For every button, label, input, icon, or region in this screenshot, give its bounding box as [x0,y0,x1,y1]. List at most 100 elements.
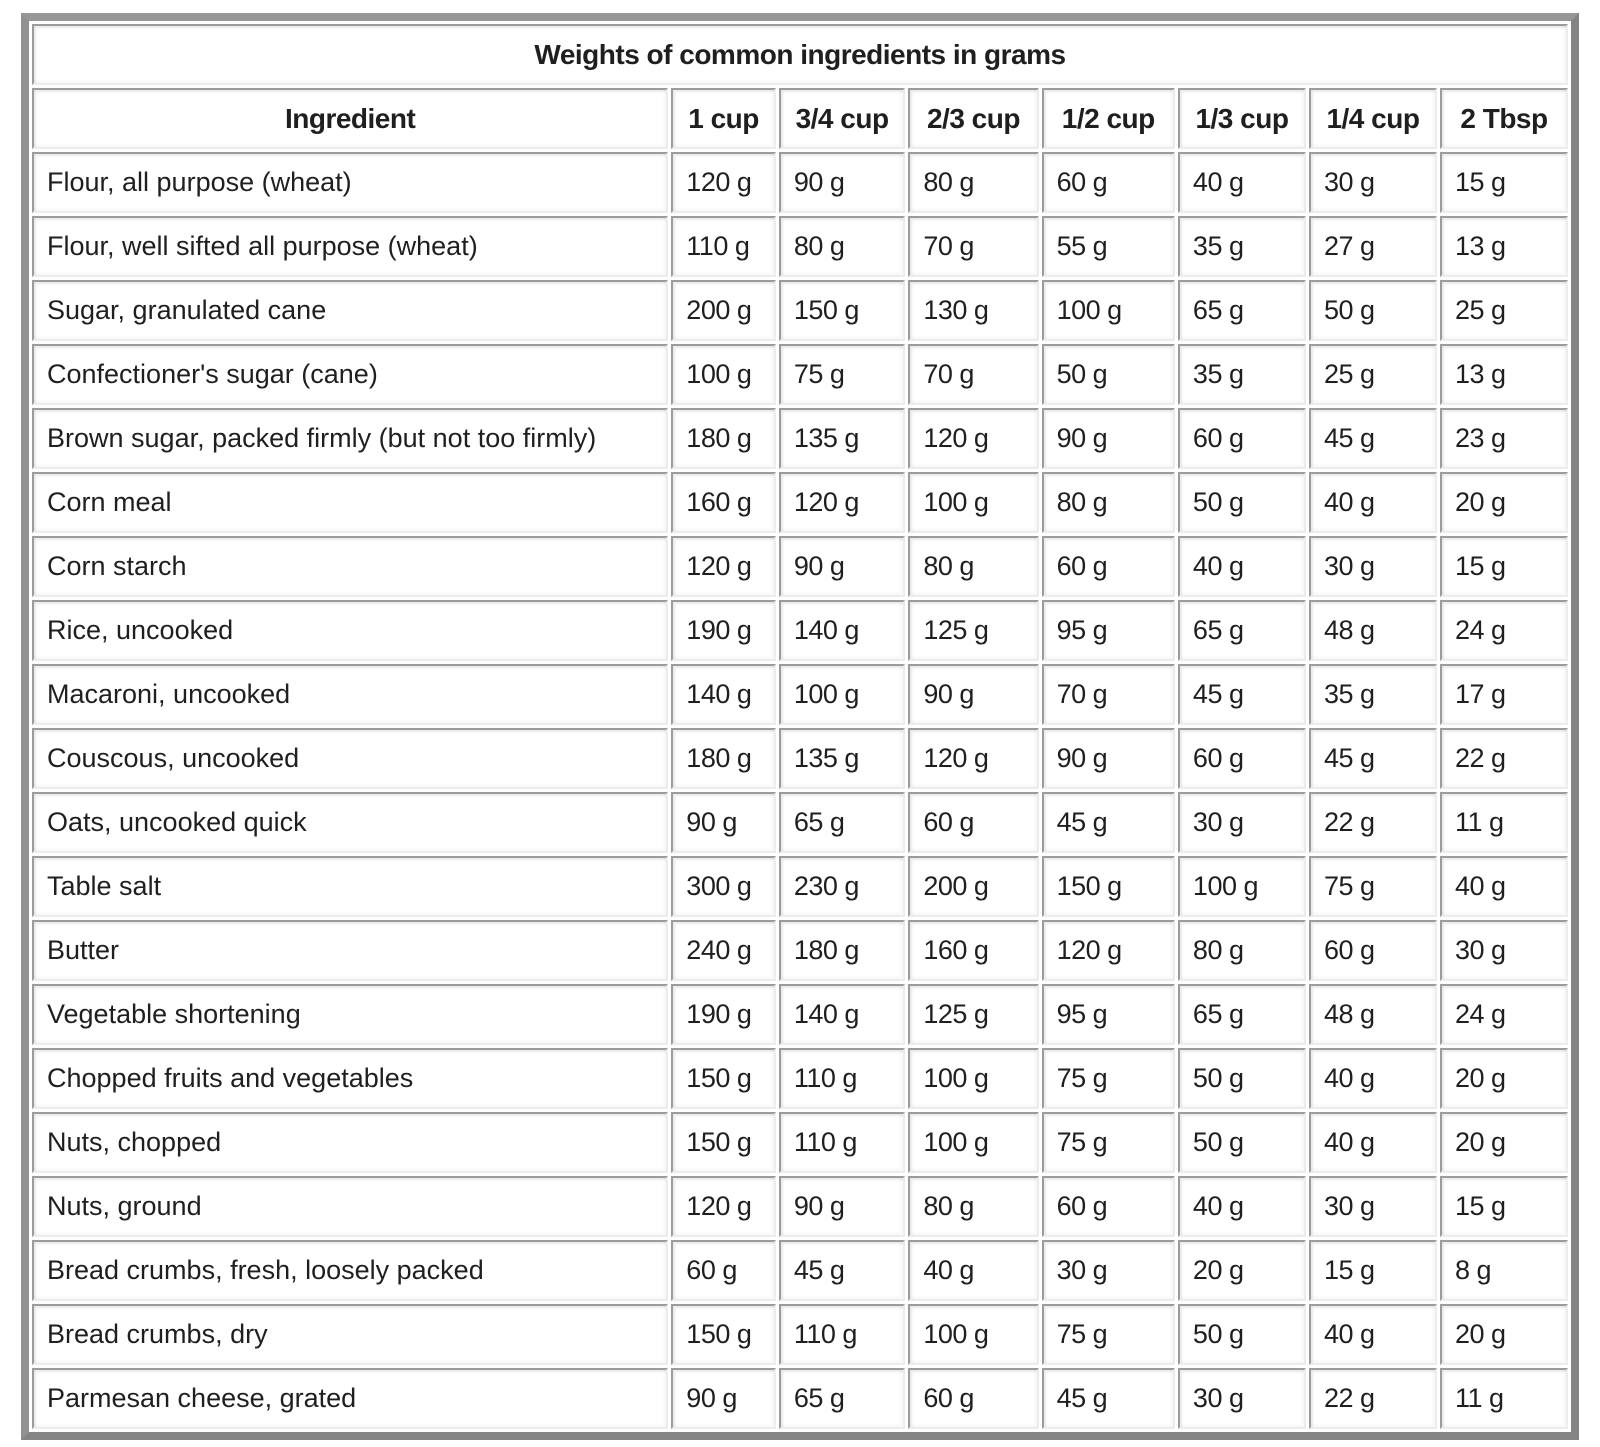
ingredient-cell: Rice, uncooked [32,600,669,661]
weight-cell: 95 g [1041,600,1175,661]
ingredient-cell: Flour, all purpose (wheat) [32,152,669,213]
table-row: Flour, well sifted all purpose (wheat) 11… [32,216,1568,277]
weight-cell: 13 g [1439,344,1568,405]
weight-cell: 50 g [1177,1304,1306,1365]
table-row: Butter 240 g 180 g 160 g 120 g 80 g 60 g 30 g [32,920,1568,981]
weight-cell: 50 g [1177,1112,1306,1173]
weight-cell: 27 g [1308,216,1437,277]
weight-cell: 20 g [1439,1304,1568,1365]
weight-cell: 80 g [908,1176,1039,1237]
weight-cell: 35 g [1177,216,1306,277]
weight-cell: 125 g [908,600,1039,661]
weight-cell: 240 g [671,920,776,981]
weight-cell: 110 g [778,1304,906,1365]
column-header-ingredient: Ingredient [32,88,669,149]
ingredient-cell: Corn meal [32,472,669,533]
weight-cell: 60 g [671,1240,776,1301]
weight-cell: 180 g [778,920,906,981]
weight-cell: 22 g [1308,792,1437,853]
weight-cell: 11 g [1439,1368,1568,1429]
weight-cell: 22 g [1308,1368,1437,1429]
weight-cell: 75 g [1041,1048,1175,1109]
ingredient-cell: Flour, well sifted all purpose (wheat) [32,216,669,277]
weight-cell: 160 g [908,920,1039,981]
weight-cell: 120 g [671,152,776,213]
ingredient-cell: Corn starch [32,536,669,597]
weight-cell: 24 g [1439,600,1568,661]
weight-cell: 60 g [908,1368,1039,1429]
weight-cell: 24 g [1439,984,1568,1045]
weight-cell: 150 g [671,1304,776,1365]
table-row: Confectioner's sugar (cane) 100 g 75 g 70 g… [32,344,1568,405]
weight-cell: 45 g [1308,728,1437,789]
weight-cell: 135 g [778,728,906,789]
weight-cell: 30 g [1177,1368,1306,1429]
weight-cell: 20 g [1177,1240,1306,1301]
ingredient-cell: Chopped fruits and vegetables [32,1048,669,1109]
weight-cell: 23 g [1439,408,1568,469]
weight-cell: 75 g [778,344,906,405]
weight-cell: 25 g [1308,344,1437,405]
weight-cell: 80 g [1177,920,1306,981]
weight-cell: 90 g [778,536,906,597]
weight-cell: 180 g [671,728,776,789]
weight-cell: 120 g [908,408,1039,469]
weight-cell: 80 g [908,536,1039,597]
ingredient-cell: Macaroni, uncooked [32,664,669,725]
ingredient-cell: Oats, uncooked quick [32,792,669,853]
weight-cell: 45 g [1041,792,1175,853]
weight-cell: 150 g [778,280,906,341]
table-head: Weights of common ingredients in grams I… [32,24,1568,149]
weight-cell: 50 g [1041,344,1175,405]
weight-cell: 230 g [778,856,906,917]
weight-cell: 300 g [671,856,776,917]
ingredient-cell: Confectioner's sugar (cane) [32,344,669,405]
weight-cell: 100 g [1177,856,1306,917]
table-row: Macaroni, uncooked 140 g 100 g 90 g 70 g 45 g… [32,664,1568,725]
weight-cell: 30 g [1308,1176,1437,1237]
weight-cell: 45 g [1177,664,1306,725]
weight-cell: 80 g [908,152,1039,213]
weight-cell: 15 g [1439,536,1568,597]
table-frame: Weights of common ingredients in grams I… [21,13,1579,1440]
title-row: Weights of common ingredients in grams [32,24,1568,85]
weight-cell: 75 g [1041,1304,1175,1365]
weight-cell: 75 g [1308,856,1437,917]
weight-cell: 120 g [1041,920,1175,981]
column-header-1-3-cup: 1/3 cup [1177,88,1306,149]
weight-cell: 60 g [1308,920,1437,981]
ingredient-cell: Sugar, granulated cane [32,280,669,341]
weight-cell: 20 g [1439,1112,1568,1173]
weight-cell: 40 g [908,1240,1039,1301]
weight-cell: 110 g [778,1112,906,1173]
ingredient-cell: Parmesan cheese, grated [32,1368,669,1429]
weight-cell: 90 g [671,1368,776,1429]
weight-cell: 125 g [908,984,1039,1045]
weight-cell: 15 g [1439,1176,1568,1237]
ingredient-cell: Nuts, chopped [32,1112,669,1173]
weight-cell: 65 g [1177,600,1306,661]
weight-cell: 35 g [1308,664,1437,725]
weight-cell: 190 g [671,600,776,661]
weight-cell: 70 g [1041,664,1175,725]
weight-cell: 200 g [671,280,776,341]
weight-cell: 30 g [1177,792,1306,853]
weight-cell: 70 g [908,216,1039,277]
weight-cell: 20 g [1439,472,1568,533]
weight-cell: 65 g [1177,280,1306,341]
weight-cell: 200 g [908,856,1039,917]
weight-cell: 50 g [1177,1048,1306,1109]
weight-cell: 45 g [778,1240,906,1301]
weight-cell: 110 g [671,216,776,277]
weight-cell: 40 g [1177,152,1306,213]
weight-cell: 150 g [1041,856,1175,917]
weight-cell: 17 g [1439,664,1568,725]
table-row: Corn meal 160 g 120 g 100 g 80 g 50 g 40 g 20 g [32,472,1568,533]
weight-cell: 40 g [1177,536,1306,597]
table-row: Bread crumbs, dry 150 g 110 g 100 g 75 g 50 g… [32,1304,1568,1365]
weight-cell: 40 g [1308,472,1437,533]
ingredient-cell: Nuts, ground [32,1176,669,1237]
weight-cell: 35 g [1177,344,1306,405]
